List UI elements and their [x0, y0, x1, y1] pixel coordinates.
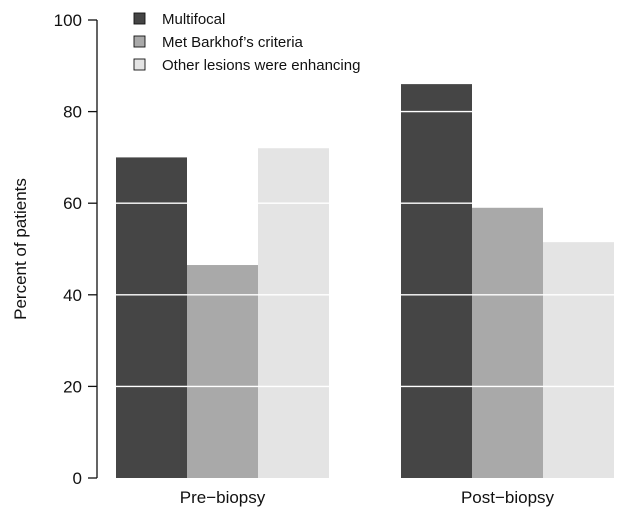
- y-tick-label: 80: [63, 103, 82, 122]
- gridlines-layer: [98, 110, 633, 388]
- bars-layer: [116, 84, 614, 479]
- y-tick-label: 0: [73, 469, 82, 488]
- legend-label: Other lesions were enhancing: [162, 57, 360, 74]
- x-tick-label: Pre−biopsy: [180, 488, 266, 507]
- y-tick-label: 20: [63, 377, 82, 396]
- bar: [187, 265, 258, 478]
- bar: [543, 242, 614, 478]
- legend-label: Multifocal: [162, 11, 225, 28]
- bar: [472, 207, 543, 478]
- y-ticks-layer: 0 20 40 60 80 100: [54, 11, 97, 488]
- legend: Multifocal Met Barkhof’s criteria Other le…: [133, 11, 360, 74]
- y-tick-label: 60: [63, 194, 82, 213]
- legend-swatch: [133, 35, 146, 48]
- legend-swatch: [133, 58, 146, 71]
- y-tick-label: 100: [54, 11, 82, 30]
- legend-label: Met Barkhof’s criteria: [162, 34, 304, 51]
- legend-swatch: [133, 12, 146, 25]
- bar: [116, 157, 187, 478]
- x-tick-label: Post−biopsy: [461, 488, 555, 507]
- y-tick-label: 40: [63, 286, 82, 305]
- x-ticks-layer: Pre−biopsy Post−biopsy: [180, 488, 555, 507]
- bar: [401, 84, 472, 479]
- bar: [258, 148, 329, 479]
- y-axis-title: Percent of patients: [11, 178, 30, 320]
